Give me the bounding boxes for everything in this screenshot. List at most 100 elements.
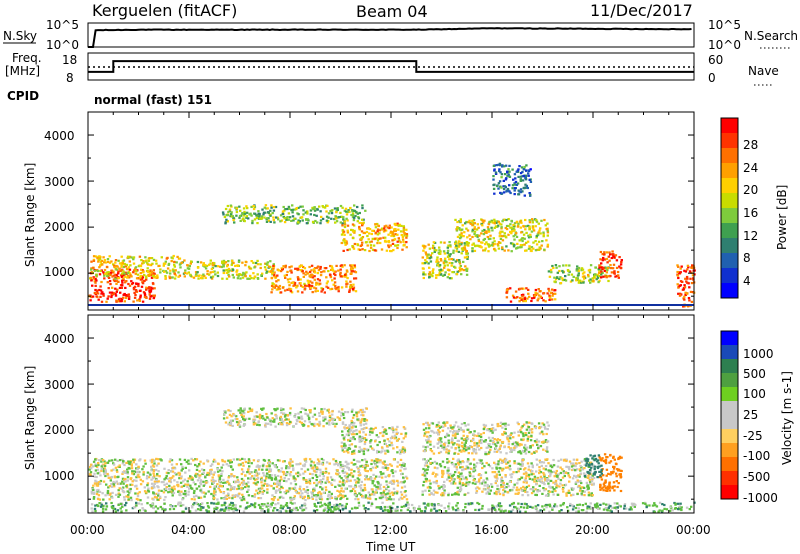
echo-cell <box>376 228 380 231</box>
echo-cell <box>140 285 144 288</box>
echo-cell <box>318 279 321 282</box>
echo-cell <box>250 462 253 465</box>
echo-cell <box>533 451 536 454</box>
echo-cell <box>376 230 379 233</box>
echo-cell <box>360 238 363 241</box>
echo-cell <box>171 470 175 473</box>
echo-cell <box>363 447 366 450</box>
echo-cell <box>378 237 381 240</box>
echo-cell <box>291 487 294 490</box>
echo-cell <box>214 460 217 463</box>
echo-cell <box>438 265 441 268</box>
echo-cell <box>273 275 276 278</box>
echo-cell <box>583 459 586 462</box>
echo-cell <box>517 488 521 491</box>
echo-cell <box>444 260 448 263</box>
echo-cell <box>507 423 510 426</box>
echo-cell <box>379 241 382 245</box>
echo-cell <box>363 410 366 414</box>
echo-cell <box>285 474 288 477</box>
echo-cell <box>460 232 463 235</box>
echo-cell <box>132 300 135 303</box>
echo-cell <box>364 433 368 436</box>
echo-cell <box>459 486 462 489</box>
echo-cell <box>115 290 118 293</box>
echo-cell <box>325 215 329 218</box>
echo-cell <box>291 281 294 284</box>
echo-cell <box>207 490 210 493</box>
echo-cell <box>619 267 623 270</box>
echo-cell <box>128 260 131 263</box>
echo-cell <box>462 246 465 249</box>
echo-cell <box>114 287 117 290</box>
echo-cell <box>138 299 142 302</box>
echo-cell <box>613 272 616 275</box>
echo-cell <box>527 174 530 177</box>
echo-cell <box>517 451 520 454</box>
echo-cell <box>330 268 333 271</box>
echo-cell <box>153 486 156 489</box>
echo-cell <box>169 481 172 484</box>
echo-cell <box>197 277 200 280</box>
echo-cell <box>538 294 541 297</box>
echo-cell <box>522 423 526 426</box>
echo-cell <box>214 273 217 276</box>
echo-cell <box>480 232 483 235</box>
echo-cell <box>231 259 234 262</box>
echo-cell <box>447 466 450 470</box>
echo-cell <box>501 248 504 251</box>
echo-cell <box>164 260 167 263</box>
echo-cell <box>121 462 125 465</box>
echo-cell <box>396 451 399 454</box>
echo-cell <box>473 444 476 447</box>
echo-cell <box>463 245 467 248</box>
echo-cell <box>493 240 496 243</box>
echo-cell <box>123 498 126 501</box>
echo-cell <box>465 269 469 272</box>
echo-cell <box>525 231 528 234</box>
echo-cell <box>282 420 285 423</box>
echo-cell <box>248 460 251 463</box>
colorbar-segment <box>721 148 738 164</box>
echo-cell <box>262 474 266 477</box>
echo-cell <box>294 483 298 486</box>
echo-cell <box>330 496 334 499</box>
echo-cell <box>457 429 461 432</box>
echo-cell <box>182 492 185 496</box>
echo-cell <box>241 487 244 490</box>
echo-cell <box>612 253 615 256</box>
echo-cell <box>228 496 231 499</box>
echo-cell <box>127 494 130 497</box>
echo-cell <box>110 260 113 263</box>
echo-cell <box>501 441 504 444</box>
echo-cell <box>295 491 298 494</box>
echo-cell <box>328 497 332 500</box>
echo-cell <box>303 470 307 473</box>
echo-cell <box>392 431 395 434</box>
echo-cell <box>204 492 207 495</box>
echo-cell <box>446 444 450 448</box>
echo-cell <box>288 411 292 415</box>
echo-cell <box>397 237 400 240</box>
echo-cell <box>282 496 285 499</box>
echo-cell <box>355 429 358 432</box>
echo-cell <box>402 230 405 233</box>
echo-cell <box>322 459 325 462</box>
echo-cell <box>345 433 349 436</box>
freq-label-line2: [MHz] <box>5 64 40 78</box>
echo-cell <box>365 448 368 451</box>
echo-cell <box>125 280 128 283</box>
echo-cell <box>504 164 508 167</box>
echo-cell <box>370 439 373 442</box>
echo-cell <box>307 418 311 421</box>
echo-cell <box>507 189 510 192</box>
echo-cell <box>554 292 557 295</box>
echo-cell <box>455 250 458 253</box>
echo-cell <box>428 435 431 438</box>
echo-cell <box>106 489 110 493</box>
echo-cell <box>505 218 508 222</box>
echo-cell <box>426 254 429 258</box>
echo-cell <box>589 281 592 284</box>
echo-cell <box>148 291 151 294</box>
echo-cell <box>439 241 443 244</box>
